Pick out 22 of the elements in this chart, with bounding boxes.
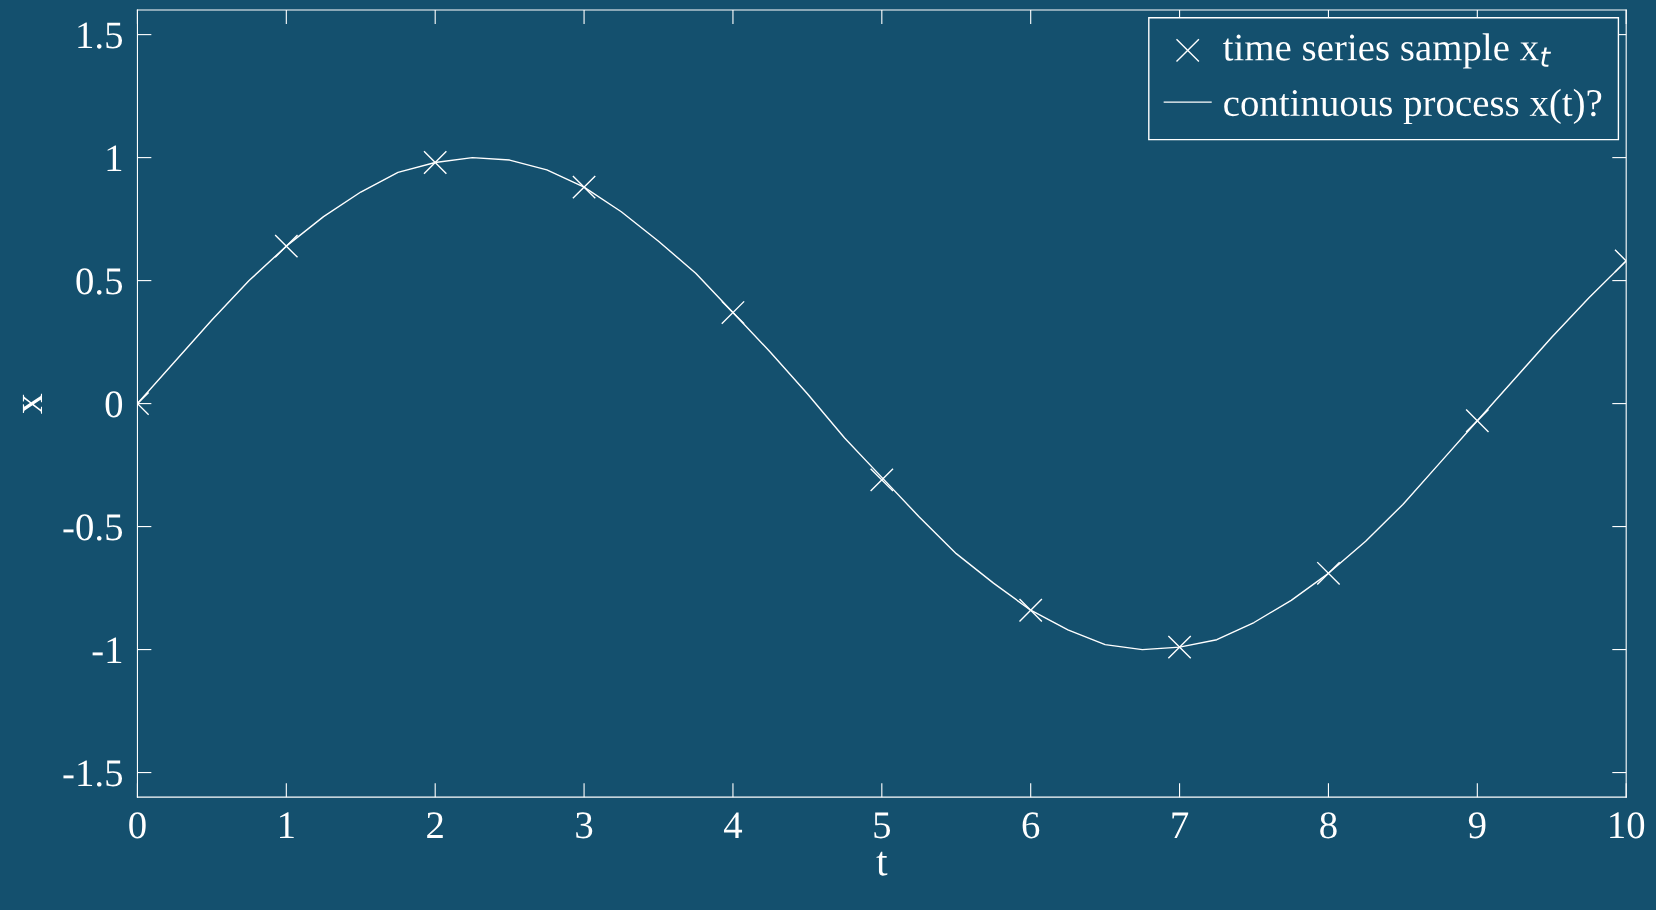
y-tick-label: 1: [107, 145, 122, 172]
x-tick-label: 0: [129, 812, 146, 839]
x-tick-label: 7: [1172, 812, 1189, 839]
y-tick-label: -1.5: [63, 760, 123, 787]
y-tick-label: -1: [92, 637, 122, 664]
x-tick-label: 9: [1468, 812, 1486, 839]
x-tick-label: 8: [1320, 812, 1337, 839]
y-tick-label: -0.5: [63, 514, 123, 541]
y-tick-label: 0: [105, 391, 123, 418]
x-tick-label: 6: [1022, 812, 1040, 839]
x-tick-label: 10: [1610, 812, 1645, 839]
y-axis-title: x: [22, 393, 43, 414]
legend-label: continuous process x(t)?: [1224, 88, 1602, 125]
legend-label: time series sample x$_{t}$: [1223, 33, 1552, 69]
x-tick-label: 3: [576, 812, 593, 839]
x-tick-label: 5: [874, 812, 891, 839]
x-tick-label: 1: [280, 812, 294, 839]
x-tick-label: 2: [427, 812, 443, 839]
x-axis-title: t: [876, 851, 888, 876]
x-tick-label: 4: [723, 812, 743, 839]
y-tick-label: 0.5: [76, 268, 123, 295]
y-tick-label: 1.5: [78, 22, 123, 49]
